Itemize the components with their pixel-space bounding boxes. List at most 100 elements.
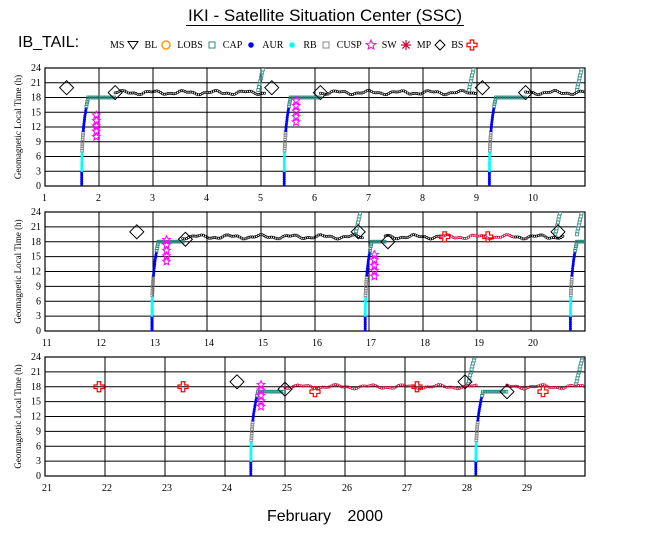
ascent-marker: [568, 325, 572, 328]
magnetopause-marker: [58, 79, 75, 96]
ascent-marker: [490, 122, 494, 126]
ascent-marker: [282, 166, 286, 170]
ascent-marker: [249, 436, 254, 440]
ascent-marker: [365, 271, 369, 275]
cusp-marker: [369, 265, 380, 276]
ascent-marker: [150, 300, 154, 304]
y-tick-label: 15: [31, 252, 41, 263]
x-tick-label: 29: [522, 483, 532, 494]
ascent-marker: [569, 311, 572, 315]
ascent-marker: [150, 291, 155, 295]
ascent-marker: [150, 305, 154, 308]
ascent-marker: [152, 267, 156, 270]
sheath-marker: [392, 386, 396, 390]
data-layer: [58, 68, 585, 186]
y-tick-label: 21: [31, 222, 41, 233]
asterisk-icon: [400, 40, 411, 50]
ascent-marker: [151, 282, 155, 286]
ascent-marker: [282, 177, 286, 181]
legend-item-lobs: LOBS: [177, 38, 219, 52]
lobe-marker: [582, 353, 585, 356]
date-caption: February 2000: [0, 508, 650, 526]
ascent-marker: [152, 269, 156, 273]
magnetopause-marker: [264, 79, 280, 96]
ascent-marker: [571, 267, 575, 270]
ascent-marker: [80, 182, 84, 186]
sheath-marker: [328, 91, 332, 95]
ascent-marker: [363, 325, 367, 328]
ascent-marker: [569, 277, 574, 282]
y-tick-label: 6: [36, 441, 41, 452]
ascent-marker: [476, 414, 480, 418]
ascent-marker: [363, 311, 367, 315]
cross-icon-shape: [466, 39, 479, 51]
lobe-marker: [281, 389, 285, 394]
dot-icon: [289, 42, 296, 48]
diamond-icon: [434, 39, 446, 51]
ascent-marker: [284, 127, 288, 130]
sheath-marker: [466, 235, 470, 239]
ascent-marker: [568, 318, 572, 322]
ascent-marker: [284, 129, 288, 133]
lobe-marker: [469, 367, 474, 372]
ascent-marker: [82, 120, 86, 124]
x-tick-label: 17: [366, 338, 376, 349]
ascent-marker: [493, 97, 498, 102]
ascent-marker: [249, 445, 253, 449]
x-tick-label: 1: [42, 193, 47, 204]
sheath-marker: [542, 234, 546, 238]
ascent-marker: [487, 175, 491, 179]
ascent-marker: [249, 443, 253, 447]
ascent-marker: [150, 302, 154, 306]
legend-item-mp: MP: [417, 38, 447, 52]
ascent-marker: [488, 135, 493, 140]
ascent-marker: [474, 433, 479, 438]
ascent-marker: [249, 433, 254, 438]
ascent-marker: [82, 122, 86, 126]
ascent-marker: [249, 465, 253, 469]
ascent-marker: [474, 461, 478, 465]
ascent-marker: [254, 400, 258, 404]
ascent-marker: [573, 246, 578, 251]
lobe-marker: [361, 203, 364, 206]
sheath-marker: [474, 383, 478, 387]
sheath-marker: [583, 385, 585, 389]
lobe-marker: [466, 379, 471, 384]
ascent-marker: [288, 97, 292, 102]
ascent-marker: [150, 309, 154, 313]
y-tick-label: 15: [31, 107, 41, 118]
ascent-marker: [282, 171, 286, 175]
ascent-marker: [152, 264, 156, 268]
ascent-marker: [474, 447, 478, 451]
sheath-marker: [441, 92, 445, 96]
ascent-marker: [570, 271, 574, 275]
ascent-marker: [150, 284, 155, 289]
ascent-marker: [569, 300, 573, 304]
ascent-marker: [490, 120, 494, 124]
ascent-marker: [475, 422, 480, 427]
ascent-marker: [475, 427, 479, 431]
ascent-marker: [150, 293, 155, 298]
ascent-marker: [474, 431, 479, 436]
sheath-marker: [354, 387, 358, 390]
ascent-marker: [363, 320, 367, 324]
ascent-trace: [568, 239, 585, 331]
ascent-marker: [283, 135, 288, 140]
ascent-marker: [80, 162, 84, 166]
magnetopause-marker: [350, 224, 366, 240]
ascent-marker: [488, 133, 493, 137]
ascent-marker: [150, 322, 154, 326]
y-axis-label: Geomagnetic Local Time (h): [13, 219, 23, 323]
ascent-marker: [569, 288, 573, 293]
bow-shock-marker: [411, 381, 423, 393]
lobe-marker: [275, 389, 280, 394]
ascent-marker: [474, 472, 478, 476]
ascent-marker: [80, 164, 84, 168]
year-label: 2000: [347, 508, 384, 525]
legend-label: MS: [110, 39, 125, 51]
ascent-marker: [476, 418, 480, 422]
cusp-crossing: [255, 379, 267, 411]
circle-icon: [161, 40, 171, 50]
x-tick-label: 25: [282, 483, 292, 494]
legend-item-ms: MS: [110, 38, 140, 52]
